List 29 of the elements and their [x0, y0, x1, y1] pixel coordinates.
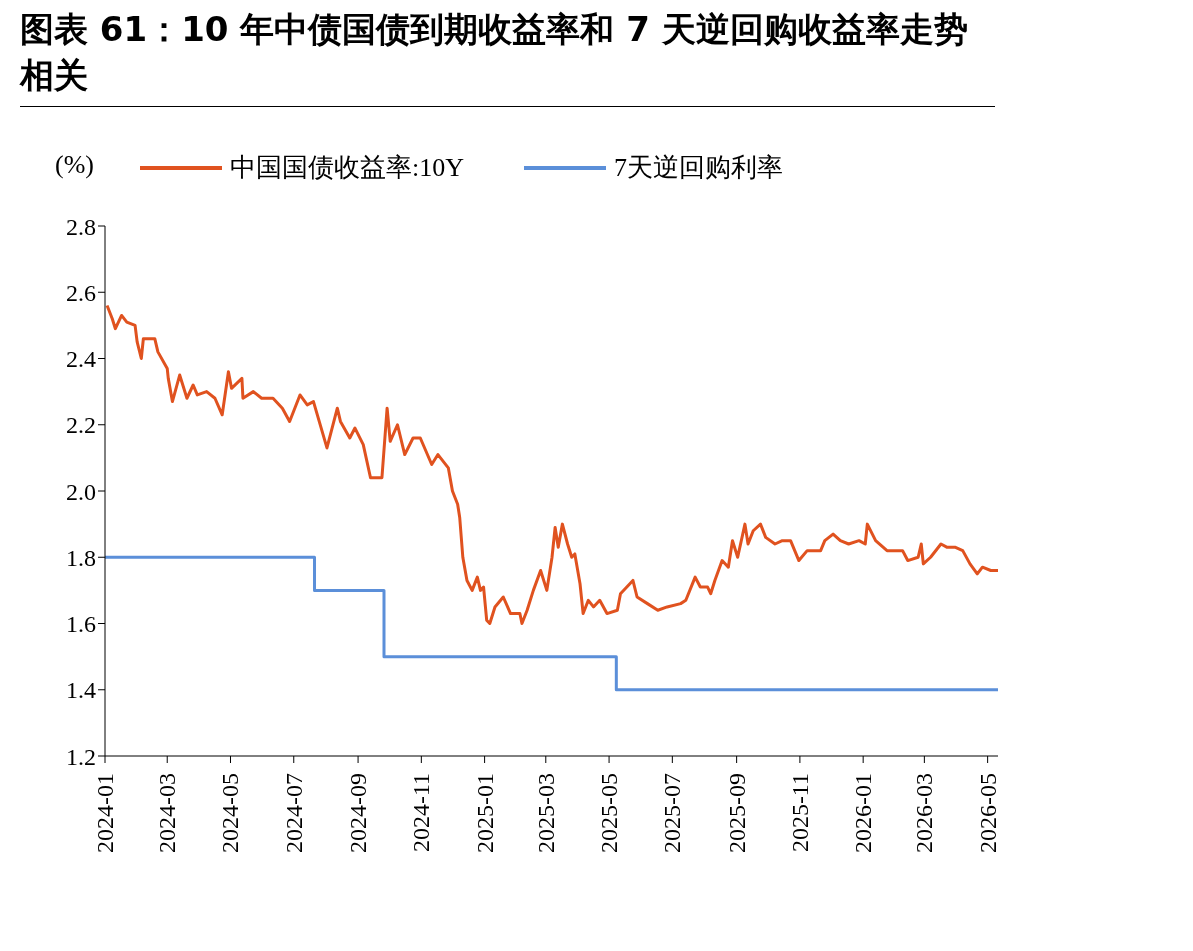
x-tick-label: 2026-03 — [911, 773, 938, 853]
x-tick-label: 2025-03 — [532, 773, 559, 853]
y-tick-label: 2.8 — [66, 213, 96, 240]
y-tick-label: 2.0 — [66, 478, 96, 505]
legend-label: 中国国债收益率:10Y — [230, 152, 464, 184]
line-series — [105, 304, 998, 625]
y-tick-label: 2.2 — [66, 412, 96, 439]
chart-title: 图表 61：10 年中债国债到期收益率和 7 天逆回购收益率走势相关 — [20, 6, 995, 107]
x-tick-label: 2026-05 — [974, 773, 1001, 853]
x-tick-label: 2025-11 — [786, 773, 813, 853]
y-tick-label: 1.4 — [66, 677, 96, 704]
y-tick-label: 2.6 — [66, 279, 96, 306]
x-tick-label: 2025-05 — [596, 773, 623, 853]
x-tick-label: 2025-09 — [723, 773, 750, 853]
x-tick-label: 2024-01 — [92, 773, 118, 853]
y-tick-label: 1.8 — [66, 544, 96, 571]
x-tick-label: 2025-01 — [471, 773, 498, 853]
x-tick-label: 2026-01 — [850, 773, 877, 853]
y-axis-title: (%) — [55, 150, 94, 180]
x-tick-label: 2024-11 — [408, 773, 435, 853]
x-tick-label: 2024-07 — [280, 773, 307, 853]
x-tick-label: 2024-03 — [154, 773, 181, 853]
y-tick-label: 2.4 — [66, 346, 96, 373]
x-tick-label: 2025-07 — [659, 773, 686, 853]
y-tick-label: 1.6 — [66, 611, 96, 638]
y-tick-label: 1.2 — [66, 743, 96, 770]
x-tick-label: 2024-05 — [217, 773, 244, 853]
legend-label: 7天逆回购利率 — [614, 152, 783, 184]
x-tick-label: 2024-09 — [345, 773, 372, 853]
